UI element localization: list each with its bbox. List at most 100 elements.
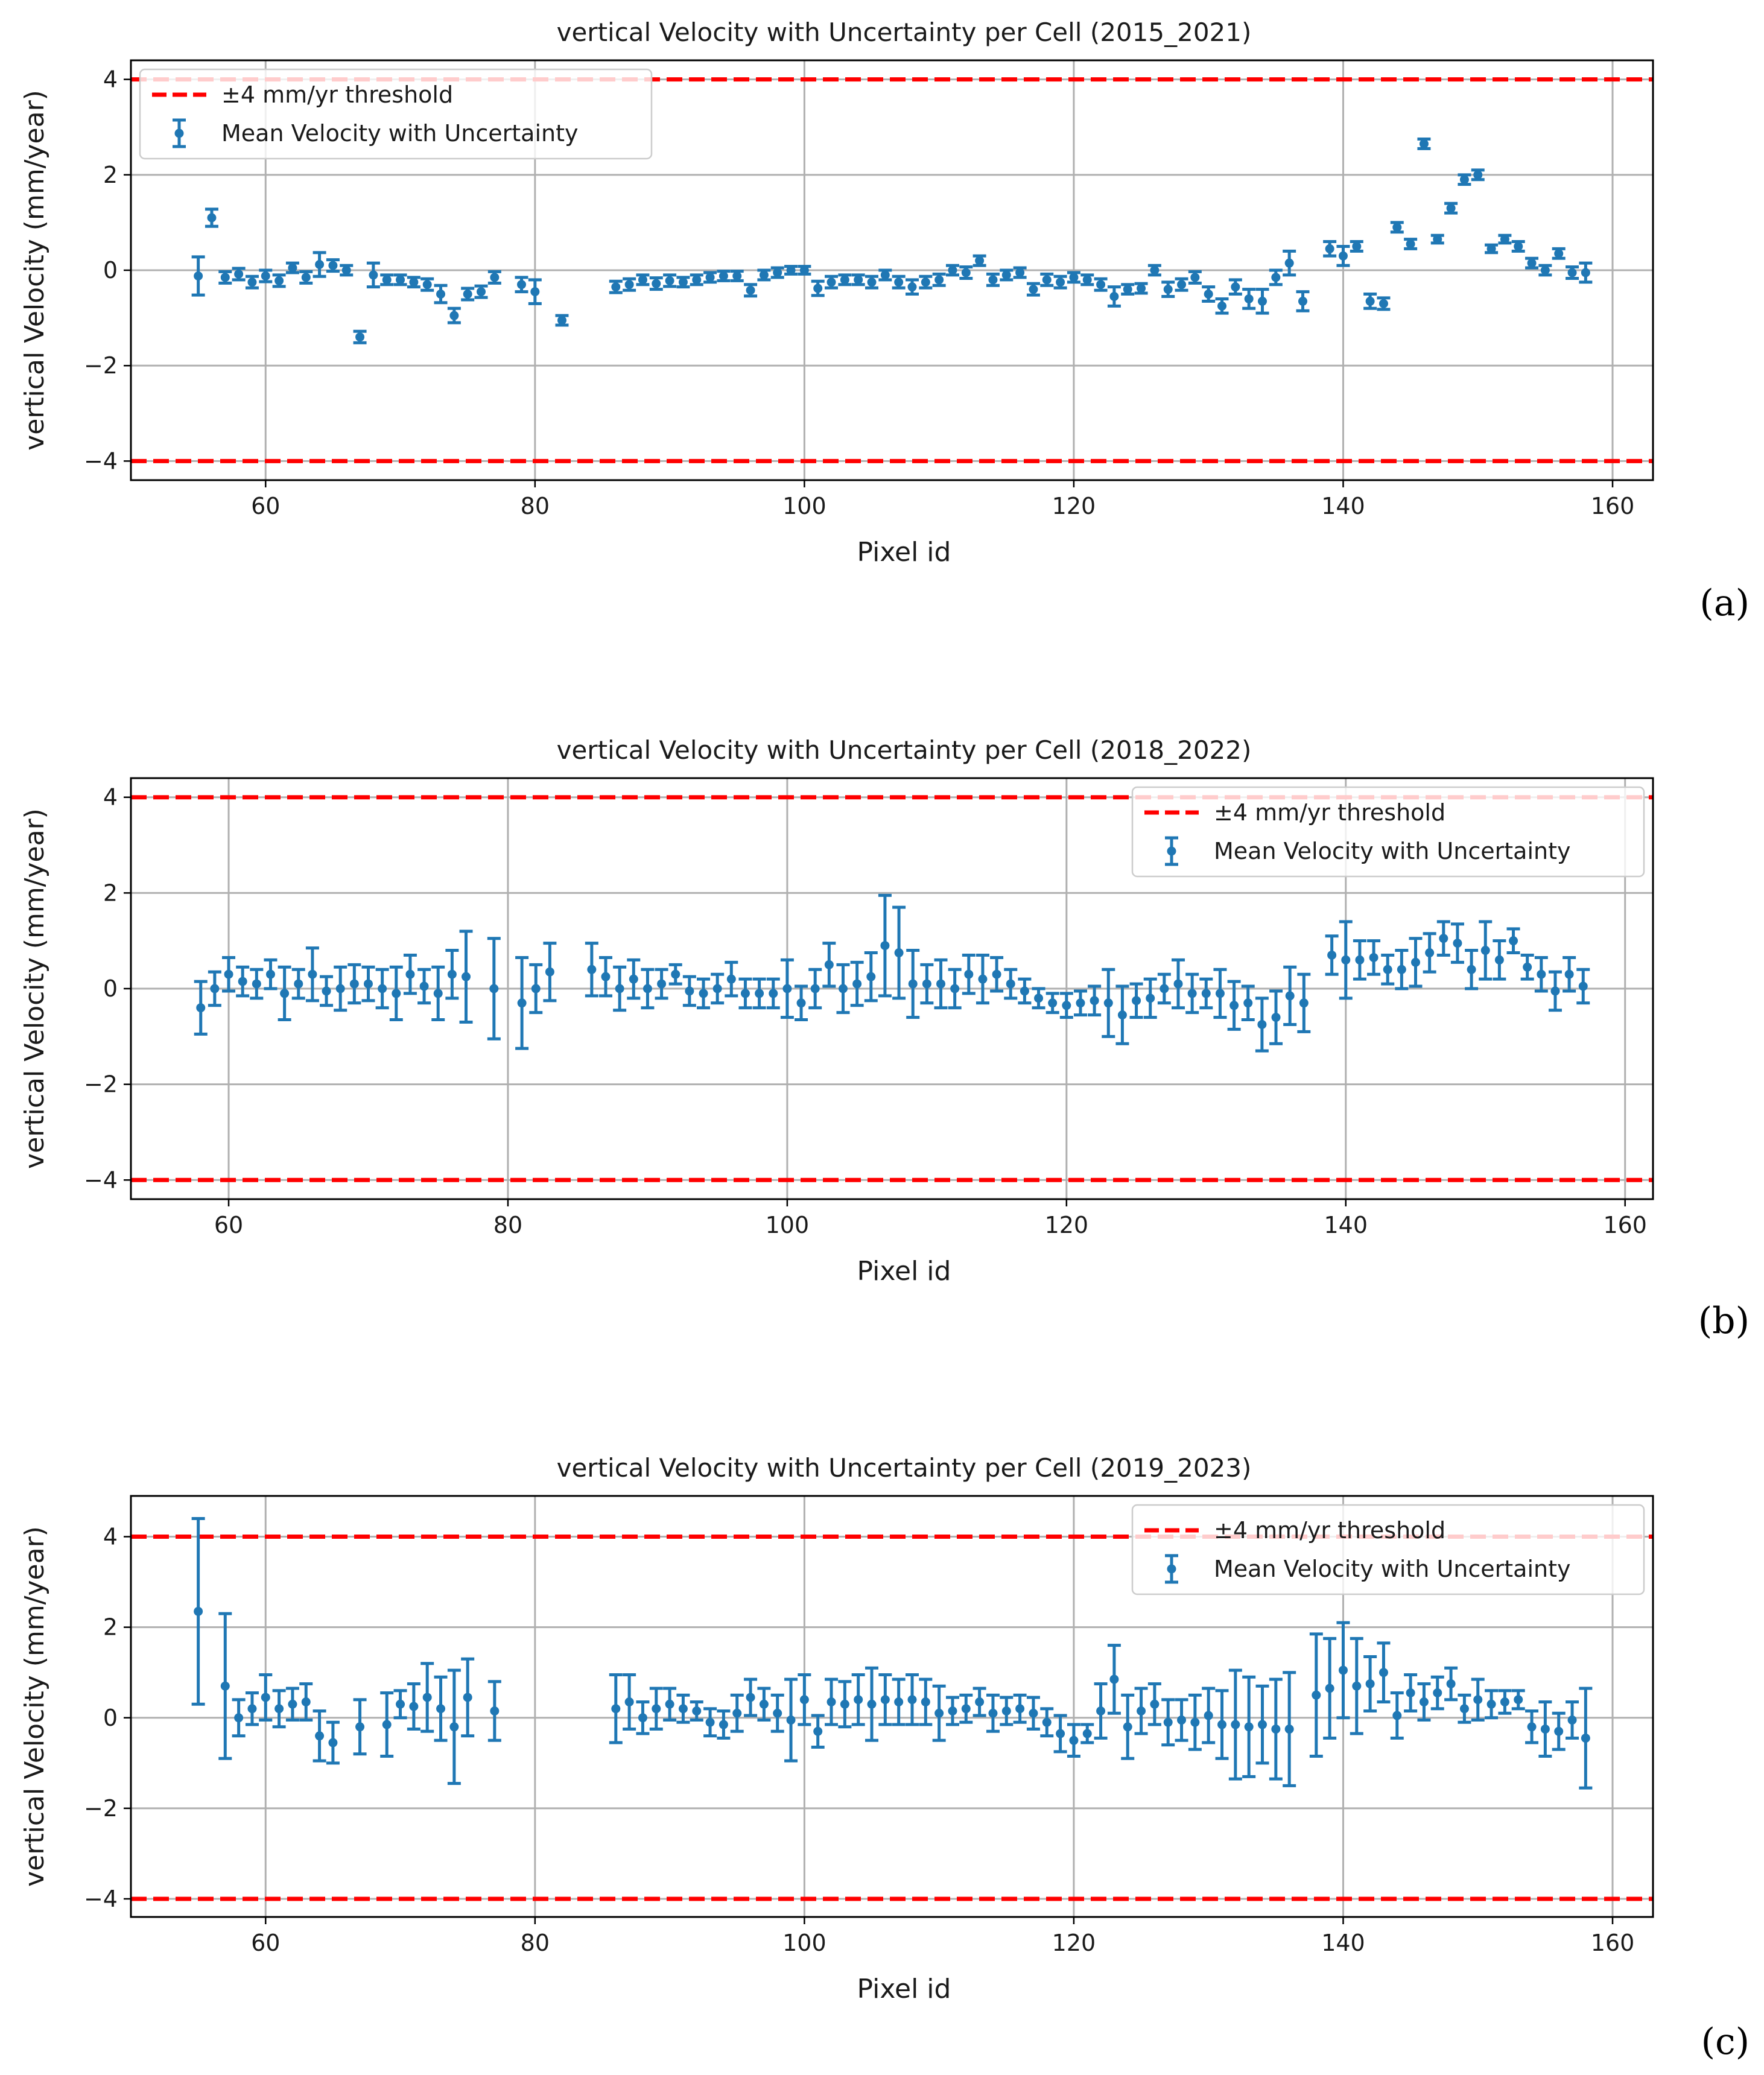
axes-frame <box>130 1495 1654 1918</box>
data-point <box>921 1697 930 1706</box>
legend: ±4 mm/yr threshold Mean Velocity with Unc… <box>1131 1504 1645 1595</box>
data-point <box>824 960 834 969</box>
data-point <box>392 989 401 998</box>
data-point <box>1173 979 1183 989</box>
data-point <box>1439 934 1448 943</box>
data-point <box>629 974 638 984</box>
data-point <box>1299 998 1309 1008</box>
data-point <box>1096 1706 1106 1716</box>
data-point <box>1109 292 1119 301</box>
data-point <box>1257 1019 1267 1029</box>
data-point <box>773 268 782 277</box>
data-point <box>1015 268 1025 277</box>
data-point <box>194 271 203 280</box>
data-point <box>1379 1668 1388 1677</box>
data-point <box>1379 299 1388 308</box>
data-point <box>1459 175 1469 185</box>
data-point <box>449 1722 459 1732</box>
data-point <box>988 1708 998 1718</box>
y-tick-label: −2 <box>84 352 118 379</box>
data-point <box>611 282 621 292</box>
data-point <box>322 986 331 996</box>
data-point <box>1123 285 1132 294</box>
data-point <box>1392 223 1402 232</box>
y-tick-label: 2 <box>103 162 118 188</box>
data-point <box>1231 1720 1240 1729</box>
data-point <box>247 1704 257 1714</box>
data-point <box>671 969 681 979</box>
panel-label: (c) <box>1701 2021 1750 2063</box>
data-point <box>759 270 769 280</box>
chart-title: vertical Velocity with Uncertainty per C… <box>557 735 1252 765</box>
data-point <box>1392 1711 1402 1720</box>
data-point <box>1117 1010 1127 1020</box>
data-point <box>349 979 359 989</box>
data-point <box>1406 239 1415 249</box>
data-point <box>1540 265 1550 275</box>
data-point <box>1446 1679 1456 1688</box>
data-point <box>1540 1725 1550 1734</box>
data-point <box>1231 282 1240 292</box>
data-point <box>638 275 647 285</box>
data-point <box>355 332 365 342</box>
legend-series-label: Mean Velocity with Uncertainty <box>1214 838 1570 864</box>
chart-panel-a: 60 80 100 120 140 160 −4 −2 0 2 4 vertical Velocity… <box>19 17 1750 624</box>
x-tick-label: 140 <box>1321 493 1365 519</box>
data-point <box>1069 1735 1079 1745</box>
data-point <box>1146 993 1155 1003</box>
data-point <box>207 213 217 223</box>
data-point <box>1554 249 1564 258</box>
data-point <box>1494 955 1504 965</box>
data-point <box>950 984 960 993</box>
data-point <box>1229 1001 1239 1010</box>
data-point <box>961 268 971 277</box>
data-point <box>1015 1704 1025 1714</box>
data-point <box>462 972 471 981</box>
data-point <box>315 1731 325 1741</box>
data-point <box>1425 948 1435 958</box>
data-point <box>1258 296 1267 306</box>
x-tick-label: 140 <box>1324 1212 1368 1238</box>
data-point <box>699 989 708 998</box>
data-point <box>1550 986 1560 996</box>
data-point <box>489 984 499 993</box>
data-point <box>1352 1681 1362 1691</box>
data-point <box>396 275 405 285</box>
data-point <box>1406 1688 1415 1697</box>
y-tick-label: −2 <box>84 1071 118 1098</box>
x-tick-label: 160 <box>1591 493 1635 519</box>
data-point <box>712 984 722 993</box>
x-tick-label: 120 <box>1052 493 1096 519</box>
data-point <box>422 280 432 290</box>
data-point <box>1137 1706 1146 1716</box>
data-point <box>477 287 486 297</box>
x-tick-label: 60 <box>214 1212 243 1238</box>
data-point <box>948 1706 957 1716</box>
legend: ±4 mm/yr threshold Mean Velocity with Unc… <box>1131 786 1645 878</box>
data-point <box>1069 273 1079 282</box>
data-point <box>463 1693 472 1702</box>
data-point <box>1284 258 1294 268</box>
data-point <box>1271 1013 1281 1022</box>
data-point <box>308 969 317 979</box>
data-point <box>1433 1688 1442 1697</box>
data-point <box>490 273 500 282</box>
data-point <box>840 1699 849 1709</box>
y-tick-label: −2 <box>84 1795 118 1822</box>
data-point <box>1453 939 1462 948</box>
data-point <box>517 998 527 1008</box>
legend-series-label: Mean Velocity with Uncertainty <box>1214 1556 1570 1582</box>
data-point <box>1365 1679 1375 1688</box>
data-point <box>1325 244 1334 253</box>
data-point <box>1554 1726 1564 1736</box>
data-point <box>288 263 297 273</box>
data-point <box>769 989 778 998</box>
data-point <box>638 1713 647 1723</box>
data-point <box>719 271 728 280</box>
data-point <box>1480 946 1490 955</box>
data-point <box>1001 270 1011 280</box>
legend-series-swatch <box>1165 1554 1178 1584</box>
x-tick-label: 60 <box>251 493 280 519</box>
data-point <box>422 1693 432 1702</box>
data-point <box>1062 1001 1071 1010</box>
